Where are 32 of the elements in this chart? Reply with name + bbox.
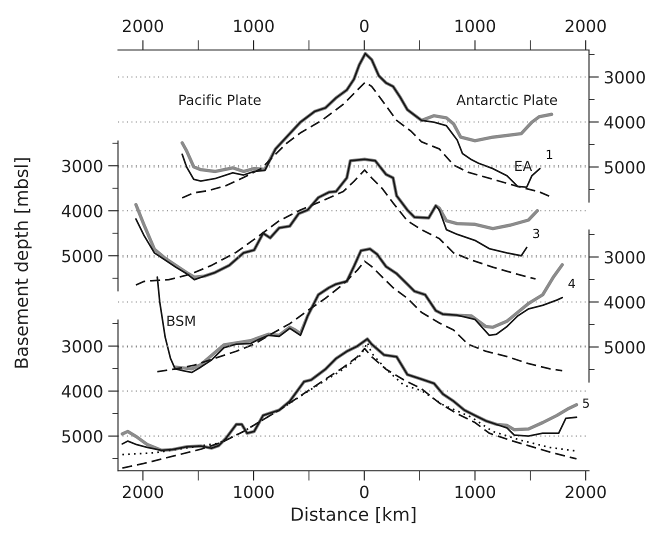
annotation: Pacific Plate [179, 94, 261, 106]
y-tick-label: 4000 [62, 385, 102, 398]
x-axis-title: Distance [km] [292, 507, 416, 524]
y-tick-label: 3000 [62, 340, 102, 353]
y-tick-label: 4000 [604, 116, 645, 129]
y-tick-label: 5000 [62, 250, 102, 262]
x2-tick-label: 1000 [456, 20, 496, 32]
y-tick-label: 4000 [604, 296, 645, 309]
y-tick-label: 3000 [604, 250, 645, 264]
x2-tick-label: 2000 [566, 20, 606, 32]
y-axis-title: Basement depth [mbsl] [14, 158, 32, 368]
annotation: BSM [167, 316, 195, 326]
series-label: 4 [568, 278, 576, 288]
annotation: Antarctic Plate [456, 94, 557, 106]
series-label: 1 [546, 150, 552, 160]
x-tick-label: 2000 [566, 486, 606, 498]
y-tick-label: 5000 [604, 160, 645, 174]
x2-tick-label: 1000 [234, 20, 274, 32]
x2-tick-label: 0 [360, 20, 368, 32]
y-tick-label: 5000 [62, 430, 102, 443]
annotation: EA [515, 160, 532, 171]
x-tick-label: 2000 [122, 486, 164, 498]
y-tick-label: 3000 [604, 70, 645, 84]
x2-tick-label: 2000 [122, 20, 164, 32]
series-label: 5 [583, 398, 589, 408]
x-tick-label: 1000 [234, 486, 274, 498]
x-tick-label: 1000 [456, 486, 496, 498]
y-tick-label: 5000 [604, 340, 645, 354]
x-tick-label: 0 [360, 486, 368, 498]
y-tick-label: 4000 [62, 204, 102, 218]
series-label: 3 [533, 228, 540, 238]
y-tick-label: 3000 [62, 160, 102, 172]
